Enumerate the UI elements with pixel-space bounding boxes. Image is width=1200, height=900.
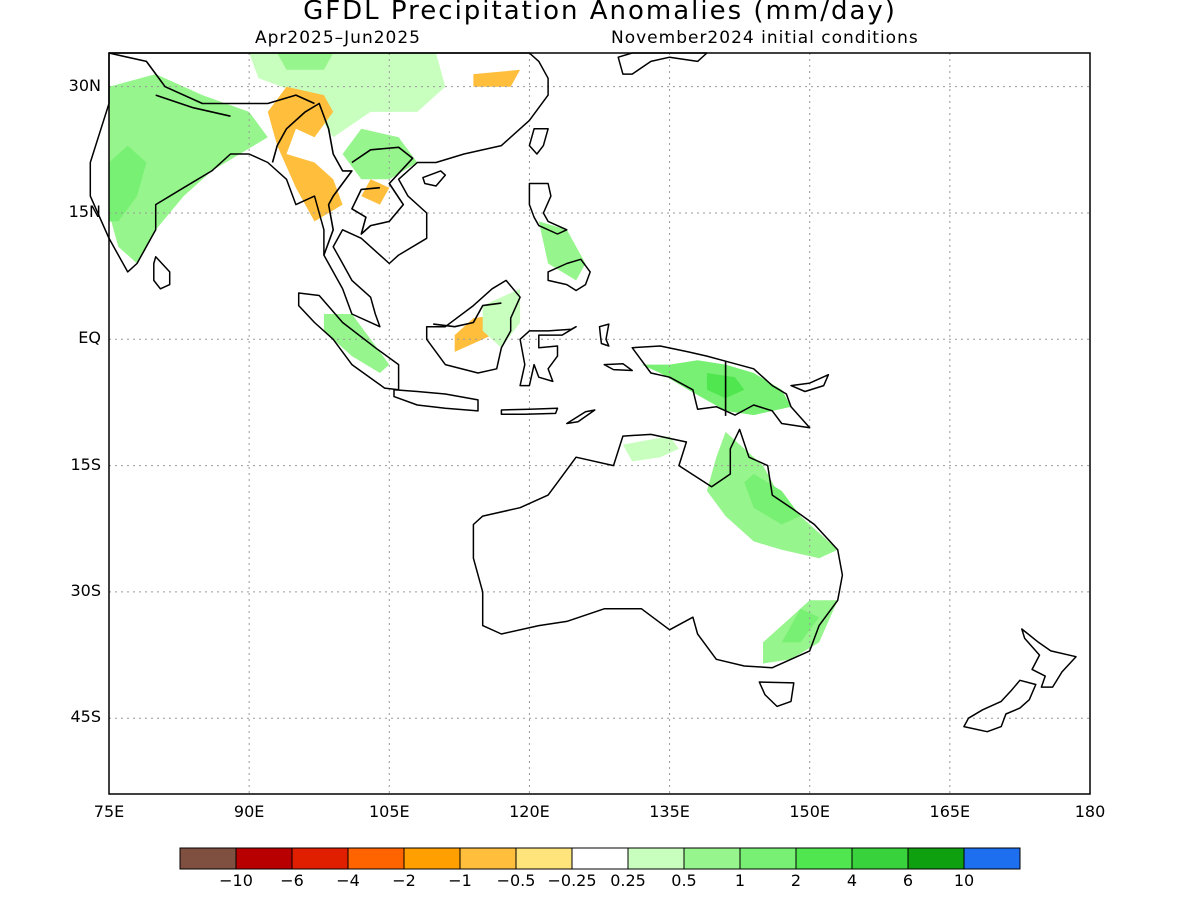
colorbar-swatch [571,847,629,870]
coastline [425,279,521,374]
colorbar-swatch [627,847,685,870]
colorbar-label: −4 [336,871,360,890]
lat-tick-label: 15N [68,201,101,221]
anomaly-region [342,128,418,180]
colorbar-label: 2 [790,871,802,890]
political-border-layer [108,52,727,416]
map-frame [108,52,1091,795]
lon-tick-label: 150E [789,802,831,821]
colorbar-label: 6 [902,871,914,890]
colorbar-swatch [515,847,573,870]
coastline [528,128,549,155]
lon-tick-label: 75E [93,802,125,821]
coastline [598,323,610,347]
coastline [89,52,549,328]
colorbar-label: −0.5 [496,871,536,890]
lat-tick-label: 15S [70,454,101,474]
anomaly-region [249,53,446,138]
colorbar-swatch [291,847,349,870]
map-title: GFDL Precipitation Anomalies (mm/day) [303,0,897,26]
political-border [271,102,353,256]
coastline [603,362,633,372]
lat-tick-label: 45S [70,707,101,727]
lat-tick-label: EQ [78,328,101,348]
colorbar-swatch [459,847,517,870]
coastline [528,182,568,235]
anomaly-region [361,179,390,205]
coastline [1021,628,1077,688]
coastline [393,389,479,412]
political-border [155,94,231,117]
coastline [547,258,591,292]
colorbar [179,847,1021,870]
colorbar-label: −6 [280,871,304,890]
lat-tick-label: 30S [70,580,101,600]
colorbar-label: 10 [953,871,975,890]
lon-tick-label: 120E [509,802,550,821]
colorbar-swatch [851,847,909,870]
political-border [433,302,502,328]
anomaly-region [109,145,147,222]
coastline [297,292,400,391]
lon-tick-label: 135E [649,802,690,821]
colorbar-label: 1 [734,871,746,890]
coastline [617,52,708,75]
colorbar-swatch [963,847,1021,870]
lon-tick-label: 165E [929,802,971,821]
coastline [566,409,596,425]
lon-tick-label: 180 [1074,802,1106,821]
coastline-layer [89,52,1077,733]
colorbar-swatch [683,847,741,870]
colorbar-label: 0.5 [671,871,697,890]
coastline [519,325,577,387]
coastline [790,373,830,393]
anomaly-region [267,86,343,222]
coastline [631,345,811,429]
coastline [500,407,559,415]
initial-conditions-subtitle: November2024 initial conditions [611,28,919,48]
anomaly-region [622,436,679,462]
political-border [108,52,315,105]
colorbar-swatch [235,847,293,870]
colorbar-label: −0.25 [547,871,597,890]
anomaly-region [323,314,390,373]
lon-tick-label: 90E [233,802,265,821]
colorbar-label: 4 [846,871,858,890]
colorbar-label: 0.25 [610,871,646,890]
colorbar-swatch [739,847,797,870]
political-border [351,146,414,235]
colorbar-label: −1 [448,871,472,890]
period-subtitle: Apr2025–Jun2025 [255,28,421,48]
coastline [472,428,844,669]
lat-tick-label: 30N [68,75,101,95]
anomaly-region [473,69,521,87]
anomaly-region [538,221,586,281]
coastline [963,679,1037,733]
anomaly-region [277,53,334,70]
colorbar-swatch [795,847,853,870]
coastline [758,681,795,708]
coastline [422,170,447,187]
coastline [153,256,171,290]
anomaly-region [482,288,521,348]
colorbar-swatch [179,847,237,870]
colorbar-label: −2 [392,871,416,890]
colorbar-label: −10 [219,871,253,890]
colorbar-swatch [347,847,405,870]
anomaly-region [744,474,801,525]
colorbar-swatch [403,847,461,870]
lon-tick-label: 105E [368,802,410,821]
anomaly-fill-layer [109,53,838,664]
colorbar-swatch [907,847,965,870]
anomaly-region [109,74,268,264]
gridlines [109,53,1090,794]
